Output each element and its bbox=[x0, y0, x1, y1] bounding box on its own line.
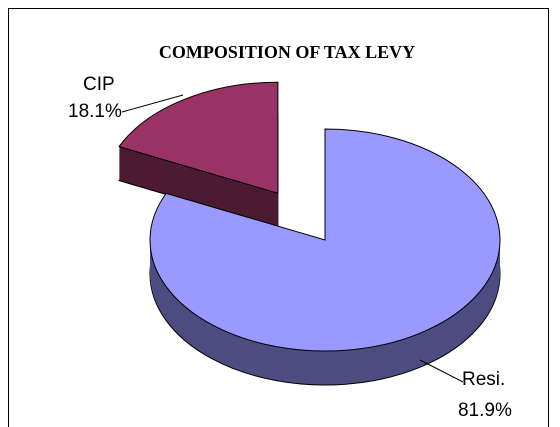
slice bbox=[118, 81, 279, 228]
leader-line bbox=[121, 94, 184, 113]
category-label: CIP bbox=[83, 74, 115, 95]
labels: CIP 18.1% Resi. 81.9% bbox=[68, 74, 512, 421]
slice bbox=[149, 128, 501, 386]
slice-top bbox=[118, 81, 279, 194]
value-label: 81.9% bbox=[458, 400, 512, 421]
pie bbox=[118, 81, 501, 386]
chart-title: COMPOSITION OF TAX LEVY bbox=[159, 42, 415, 62]
value-label: 18.1% bbox=[68, 101, 122, 122]
slice-top bbox=[149, 128, 501, 352]
leader-line bbox=[419, 359, 464, 383]
category-label: Resi. bbox=[462, 369, 505, 390]
